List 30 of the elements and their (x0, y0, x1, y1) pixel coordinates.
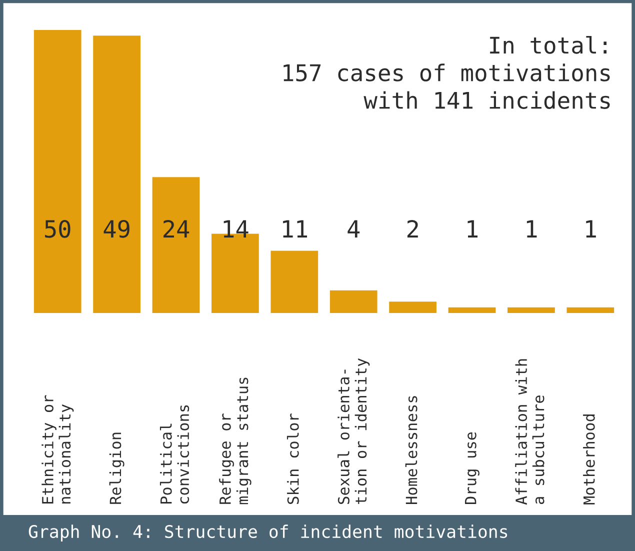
data-label: 11 (283, 220, 308, 238)
x-tick-label: Religion (109, 432, 124, 504)
data-label: 24 (164, 220, 190, 238)
bar (34, 30, 82, 313)
data-label: 1 (586, 220, 596, 238)
bar (330, 290, 378, 313)
data-label: 1 (468, 220, 478, 238)
x-tick-label: Sexual orienta- tion or identity (338, 358, 370, 504)
data-label: 49 (104, 220, 130, 238)
data-label: 2 (407, 220, 418, 238)
x-tick-label: Motherhood (583, 414, 595, 504)
x-tick-label: Drug use (465, 432, 480, 504)
bar (270, 250, 318, 313)
data-label: 1 (526, 220, 537, 238)
bar (93, 36, 140, 313)
bar (389, 302, 436, 313)
x-tick-label: Refugee or migrant status (219, 378, 252, 504)
text: Graph No. 4: Structure of incident motivations (28, 524, 508, 542)
bar (566, 307, 614, 313)
x-tick-label: Political convictions (160, 405, 190, 504)
x-tick-label: Ethnicity or nationality (42, 395, 74, 504)
bar (152, 177, 200, 313)
data-label: 50 (45, 220, 70, 238)
data-label: 4 (348, 220, 360, 238)
bar (448, 307, 496, 313)
annotation: In total: 157 cases of motivations with 141 incidents (284, 36, 610, 109)
x-tick-label: Homelessness (405, 396, 418, 504)
x-tick-label: Skin color (286, 414, 299, 504)
bar (508, 307, 555, 313)
x-tick-label: Affiliation with a subculture (515, 359, 544, 505)
